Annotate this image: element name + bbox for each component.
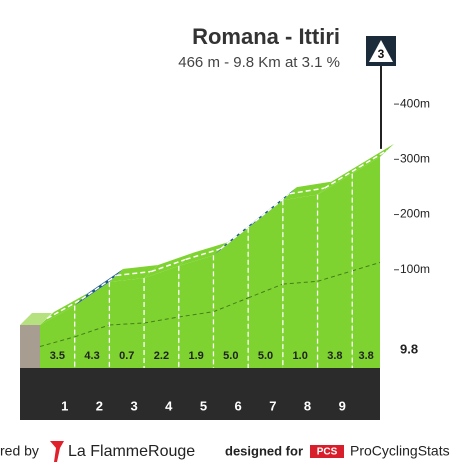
km-label: 5 — [200, 398, 207, 413]
km-label: 9 — [339, 398, 346, 413]
total-km: 9.8 — [400, 341, 418, 356]
y-tick-label: 300m — [400, 151, 430, 165]
ribbon-dash — [358, 149, 388, 168]
km-label: 2 — [96, 398, 103, 413]
y-tick-label: 100m — [400, 262, 430, 276]
inner-dash — [143, 316, 179, 324]
profile-segment — [317, 173, 353, 368]
ribbon-dash — [46, 298, 83, 320]
inner-dash — [39, 336, 75, 347]
brand: La FlammeRouge — [68, 443, 195, 460]
profile-ribbon — [248, 187, 297, 228]
footer-text: designed for — [225, 443, 303, 458]
y-tick-label: 400m — [400, 96, 430, 110]
profile-segment — [74, 281, 110, 368]
profile-segment — [144, 265, 179, 368]
base-band — [20, 368, 380, 395]
chart-title: Romana - Ittiri — [192, 24, 340, 49]
site: ProCyclingStats — [350, 443, 450, 459]
gradient-label: 1.9 — [188, 350, 203, 362]
gradient-label: 5.0 — [258, 350, 273, 362]
profile-segment — [248, 200, 283, 368]
pcs-logo-text: PCS — [317, 447, 338, 458]
inner-dash — [109, 322, 145, 326]
km-label: 1 — [61, 398, 68, 413]
km-label: 6 — [235, 398, 242, 413]
profile-segment — [109, 278, 145, 368]
footer-text: red by — [0, 443, 39, 459]
ribbon-dash — [254, 193, 291, 222]
gradient-label: 3.8 — [327, 350, 342, 362]
category-label: 3 — [378, 47, 385, 61]
inner-dash — [213, 297, 249, 313]
ribbon-dash — [324, 166, 360, 189]
gradient-label: 1.0 — [293, 350, 308, 362]
profile-segment — [282, 194, 318, 368]
ribbon-dash — [289, 187, 325, 195]
profile-segment — [178, 255, 214, 368]
category-triangle — [369, 40, 393, 62]
gradient-label: 2.2 — [154, 350, 169, 362]
km-label: 3 — [130, 398, 137, 413]
profile-segment — [213, 227, 249, 368]
inner-dash — [352, 261, 381, 272]
ribbon-dash — [220, 220, 256, 250]
km-label: 8 — [304, 398, 311, 413]
inner-dash — [282, 280, 318, 285]
profile-ribbon — [213, 214, 263, 256]
chart-subtitle: 466 m - 9.8 Km at 3.1 % — [178, 54, 340, 71]
gradient-label: 3.5 — [50, 350, 65, 362]
km-strip — [20, 395, 380, 420]
ribbon-dash — [116, 270, 152, 277]
inner-dash — [247, 283, 284, 299]
km-label: 4 — [165, 398, 173, 413]
y-tick-label: 200m — [400, 207, 430, 221]
ribbon-dash — [81, 274, 117, 300]
inner-dash — [178, 311, 214, 318]
ribbon-dash — [185, 248, 221, 261]
flamme-logo — [50, 441, 64, 462]
km-label: 7 — [269, 398, 276, 413]
profile-segment — [352, 156, 380, 368]
gradient-label: 4.3 — [84, 350, 99, 362]
footer: red by La FlammeRouge designed for PCS P… — [0, 441, 450, 462]
ribbon-dash — [150, 258, 187, 273]
pcs-logo — [310, 445, 344, 458]
inner-dash — [74, 324, 110, 338]
inner-dash — [317, 270, 353, 282]
side-top — [20, 313, 52, 325]
gradient-label: 5.0 — [223, 350, 238, 362]
gradient-label: 0.7 — [119, 350, 134, 362]
profile-segment — [40, 305, 75, 368]
gradient-label: 3.8 — [358, 350, 373, 362]
